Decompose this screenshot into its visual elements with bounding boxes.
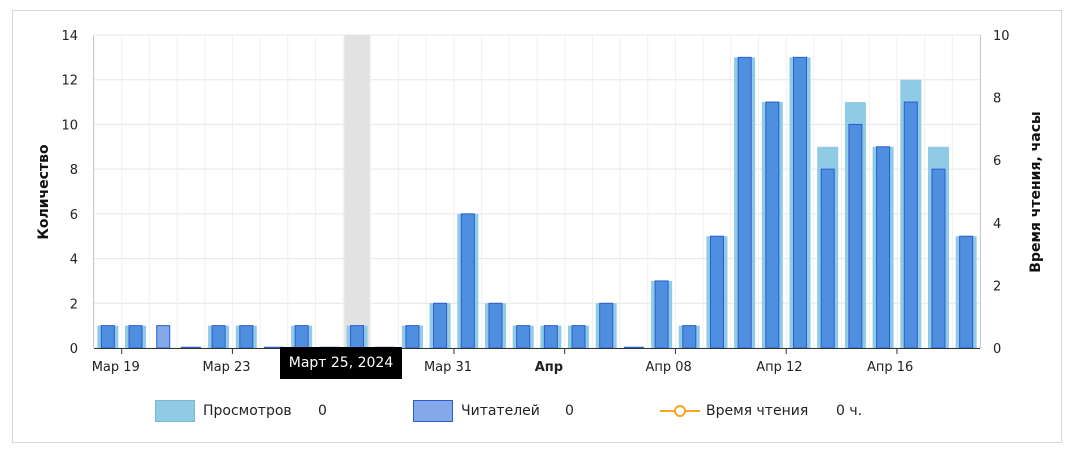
legend-label-readers: Читателей [461, 403, 540, 419]
x-tick-label: Апр 16 [867, 360, 913, 375]
bar-readers [128, 325, 143, 349]
legend-value-views-wrap: 0 [318, 398, 327, 424]
right-tick-label: 0 [993, 342, 1001, 357]
bar-readers [848, 123, 863, 349]
right-tick-label: 10 [993, 29, 1010, 44]
left-tick-label: 10 [61, 118, 78, 133]
legend-value-reading-time-wrap: 0 ч. [836, 398, 862, 424]
bars [97, 56, 977, 349]
legend-value-views: 0 [318, 403, 327, 419]
bar-readers [516, 325, 531, 349]
bar-readers [100, 325, 115, 349]
x-tick-label: Апр [535, 360, 563, 375]
bar-readers [571, 325, 586, 349]
left-axis-ticks: 0 2 4 6 8 10 12 14 [61, 29, 78, 357]
bar-readers [294, 325, 309, 349]
bar-readers [239, 325, 254, 349]
left-axis-title: Количество [36, 144, 52, 240]
left-tick-label: 4 [70, 253, 78, 268]
left-tick-label: 0 [70, 342, 78, 357]
bar-readers [682, 325, 697, 349]
legend-item-readers[interactable]: Читателей [413, 398, 540, 424]
bar-readers [405, 325, 420, 349]
bar-readers [793, 56, 808, 349]
x-tick-label: Апр 12 [756, 360, 802, 375]
bar-readers [820, 168, 835, 349]
legend-value-reading-time: 0 ч. [836, 403, 863, 419]
bar-readers [931, 168, 946, 349]
axes [93, 35, 981, 349]
bar-readers [433, 302, 448, 349]
bar-readers [460, 213, 475, 349]
bar-readers [765, 101, 780, 349]
left-tick-label: 8 [70, 163, 78, 178]
right-axis-title: Время чтения, часы [1028, 111, 1044, 272]
bar-readers [654, 280, 669, 349]
bar-readers [350, 325, 365, 349]
bar-readers [737, 56, 752, 349]
bar-readers [709, 235, 724, 349]
left-tick-label: 6 [70, 208, 78, 223]
legend-item-views[interactable]: Просмотров [155, 398, 292, 424]
readers-swatch [413, 400, 453, 422]
bar-readers [543, 325, 558, 349]
x-tick-label: Мар 23 [202, 360, 250, 375]
left-tick-label: 14 [61, 29, 78, 44]
legend-label-reading-time: Время чтения [706, 403, 809, 419]
date-tooltip: Март 25, 2024 [280, 347, 402, 379]
x-tick-label: Мар 19 [92, 360, 140, 375]
bar-readers [599, 302, 614, 349]
left-tick-label: 2 [70, 297, 78, 312]
reading-time-line-icon [660, 400, 700, 422]
right-axis-ticks: 0 2 4 6 8 10 [993, 29, 1010, 357]
left-tick-label: 12 [61, 74, 78, 89]
legend-label-views: Просмотров [203, 403, 292, 419]
bar-readers [156, 325, 171, 349]
x-axis-ticks: Мар 19 Мар 23 Мар 31 Апр Апр 08 Апр 12 Апр 16 [92, 348, 913, 375]
bar-readers [211, 325, 226, 349]
bar-readers [903, 101, 918, 349]
x-tick-label: Апр 08 [645, 360, 691, 375]
legend-value-readers-wrap: 0 [565, 398, 574, 424]
views-swatch [155, 400, 195, 422]
right-tick-label: 6 [993, 154, 1001, 169]
bar-readers [488, 302, 503, 349]
hover-band [344, 35, 370, 348]
bar-readers [959, 235, 974, 349]
legend-value-readers: 0 [565, 403, 574, 419]
hover-highlight [344, 35, 370, 348]
x-tick-label: Мар 31 [424, 360, 472, 375]
right-tick-label: 8 [993, 92, 1001, 107]
bar-readers [876, 146, 891, 349]
legend-item-reading-time[interactable]: Время чтения [660, 398, 808, 424]
right-tick-label: 4 [993, 217, 1001, 232]
right-tick-label: 2 [993, 279, 1001, 294]
